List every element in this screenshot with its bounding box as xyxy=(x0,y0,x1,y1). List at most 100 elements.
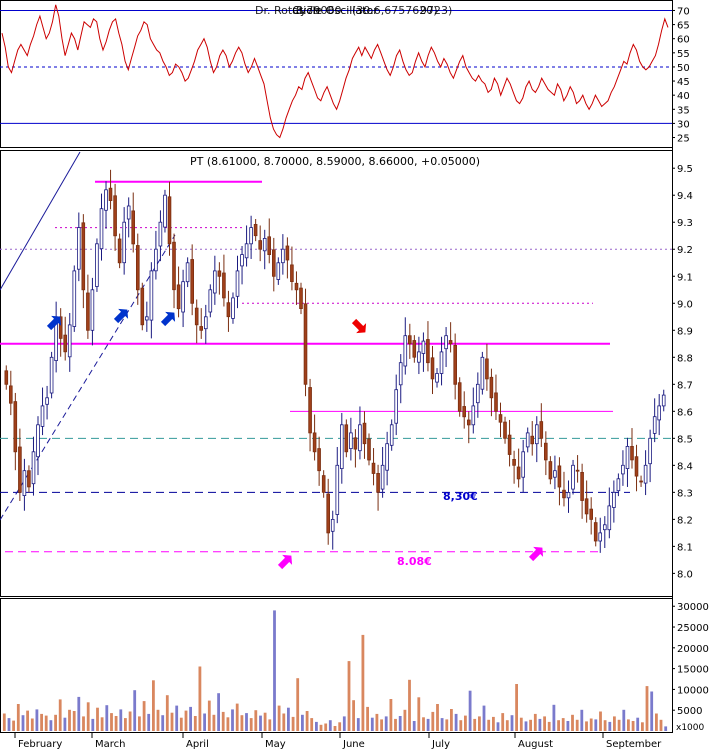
volume-bar xyxy=(478,716,481,731)
candle-body xyxy=(344,424,349,453)
candle-body xyxy=(603,524,607,531)
volume-bar xyxy=(58,699,62,731)
volume-bar xyxy=(394,718,397,731)
volume-bar xyxy=(212,714,216,731)
candle-body xyxy=(81,222,86,291)
volume-bar xyxy=(585,721,588,731)
arrow-blue-icon-3 xyxy=(160,311,176,327)
volume-bar xyxy=(403,709,407,731)
candle-body xyxy=(598,532,602,542)
volume-bar xyxy=(482,705,486,731)
candle-body xyxy=(548,461,553,480)
volume-tick-label: 15000 xyxy=(677,665,709,676)
volume-bar xyxy=(622,709,626,731)
candle-body xyxy=(426,339,430,364)
candle-body xyxy=(353,437,358,450)
indicator-title-overlap-4: 9723) xyxy=(420,4,452,17)
volume-bar xyxy=(16,704,20,731)
candle-body xyxy=(99,208,104,250)
volume-bar xyxy=(175,705,179,731)
volume-tick-label: 25000 xyxy=(677,623,709,634)
volume-bar xyxy=(301,714,304,731)
price-tick-label: 8.1 xyxy=(677,542,693,553)
volume-bar xyxy=(231,709,234,731)
candle-body xyxy=(285,245,290,261)
volume-bar xyxy=(100,717,104,731)
candle-body xyxy=(380,464,385,490)
volume-bar xyxy=(412,721,416,731)
candle-body xyxy=(235,270,240,297)
volume-scale-label: x1000 xyxy=(676,723,705,733)
volume-bar xyxy=(445,719,449,731)
volume-bar xyxy=(82,716,85,731)
candle-body xyxy=(403,335,408,367)
candle-body xyxy=(294,282,299,291)
volume-bar xyxy=(464,715,467,731)
volume-panel xyxy=(0,598,673,733)
candle-body xyxy=(494,392,498,412)
price-title: PT (8.61000, 8.70000, 8.59000, 8.66000, … xyxy=(190,155,480,168)
candle-body xyxy=(226,302,231,318)
candle-body xyxy=(231,297,235,319)
volume-bar xyxy=(510,715,514,731)
volume-bar xyxy=(291,716,295,731)
volume-bar xyxy=(235,703,239,731)
candle-body xyxy=(281,248,285,264)
volume-tick-label: 30000 xyxy=(677,602,709,613)
candle-body xyxy=(158,221,163,247)
candle-body xyxy=(575,469,580,472)
candle-body xyxy=(339,424,344,469)
volume-bar xyxy=(319,724,323,731)
volume-bar xyxy=(459,720,463,731)
volume-bar xyxy=(450,709,453,731)
indicator-title: Cycle Oscillator xyxy=(292,4,378,17)
candle-body xyxy=(471,405,476,426)
x-tick-label: June xyxy=(342,739,365,750)
candle-body xyxy=(607,505,612,531)
candle-body xyxy=(512,458,516,466)
candle-body xyxy=(172,241,176,291)
indicator-title-overlap-1: Dr. Rotation xyxy=(255,4,320,17)
candle-body xyxy=(290,264,294,282)
candle-body xyxy=(661,394,666,407)
volume-bar xyxy=(263,712,267,731)
oscillator-tick-label: 30 xyxy=(677,119,690,130)
volume-bar xyxy=(310,718,314,731)
candle-body xyxy=(621,464,625,475)
candle-body xyxy=(593,522,598,542)
candle-body xyxy=(240,254,244,267)
candle-body xyxy=(181,281,185,313)
volume-bar xyxy=(44,715,48,731)
candle-body xyxy=(104,189,108,211)
volume-bar xyxy=(72,711,76,731)
price-tick-label: 9.2 xyxy=(677,245,693,256)
volume-bar xyxy=(226,717,230,731)
candle-body xyxy=(86,292,90,331)
candle-body xyxy=(31,451,36,485)
candle-body xyxy=(516,466,521,480)
candle-body xyxy=(167,196,172,245)
candle-body xyxy=(562,489,566,499)
volume-bar xyxy=(366,706,369,731)
oscillator-tick-label: 60 xyxy=(677,35,690,46)
volume-bar xyxy=(96,707,99,731)
volume-bar xyxy=(524,721,528,731)
volume-bar xyxy=(440,718,444,731)
volume-bar xyxy=(77,696,81,731)
volume-bar xyxy=(207,700,211,731)
candle-body xyxy=(140,287,145,326)
volume-bar xyxy=(7,718,11,731)
candle-body xyxy=(535,424,539,445)
volume-bar xyxy=(496,722,500,731)
indicator-title-overlap-3: (30.6,6757620) xyxy=(352,4,438,17)
candle-body xyxy=(326,493,330,534)
candle-body xyxy=(222,272,226,299)
candle-body xyxy=(566,491,571,499)
candle-body xyxy=(430,357,435,380)
candle-body xyxy=(190,259,195,304)
indicator-title-overlap-2: 8.79060 xyxy=(296,4,342,17)
x-tick-label: August xyxy=(518,739,553,750)
price-tick-label: 9.5 xyxy=(677,164,693,175)
candle-body xyxy=(58,316,63,339)
candle-body xyxy=(4,370,9,385)
